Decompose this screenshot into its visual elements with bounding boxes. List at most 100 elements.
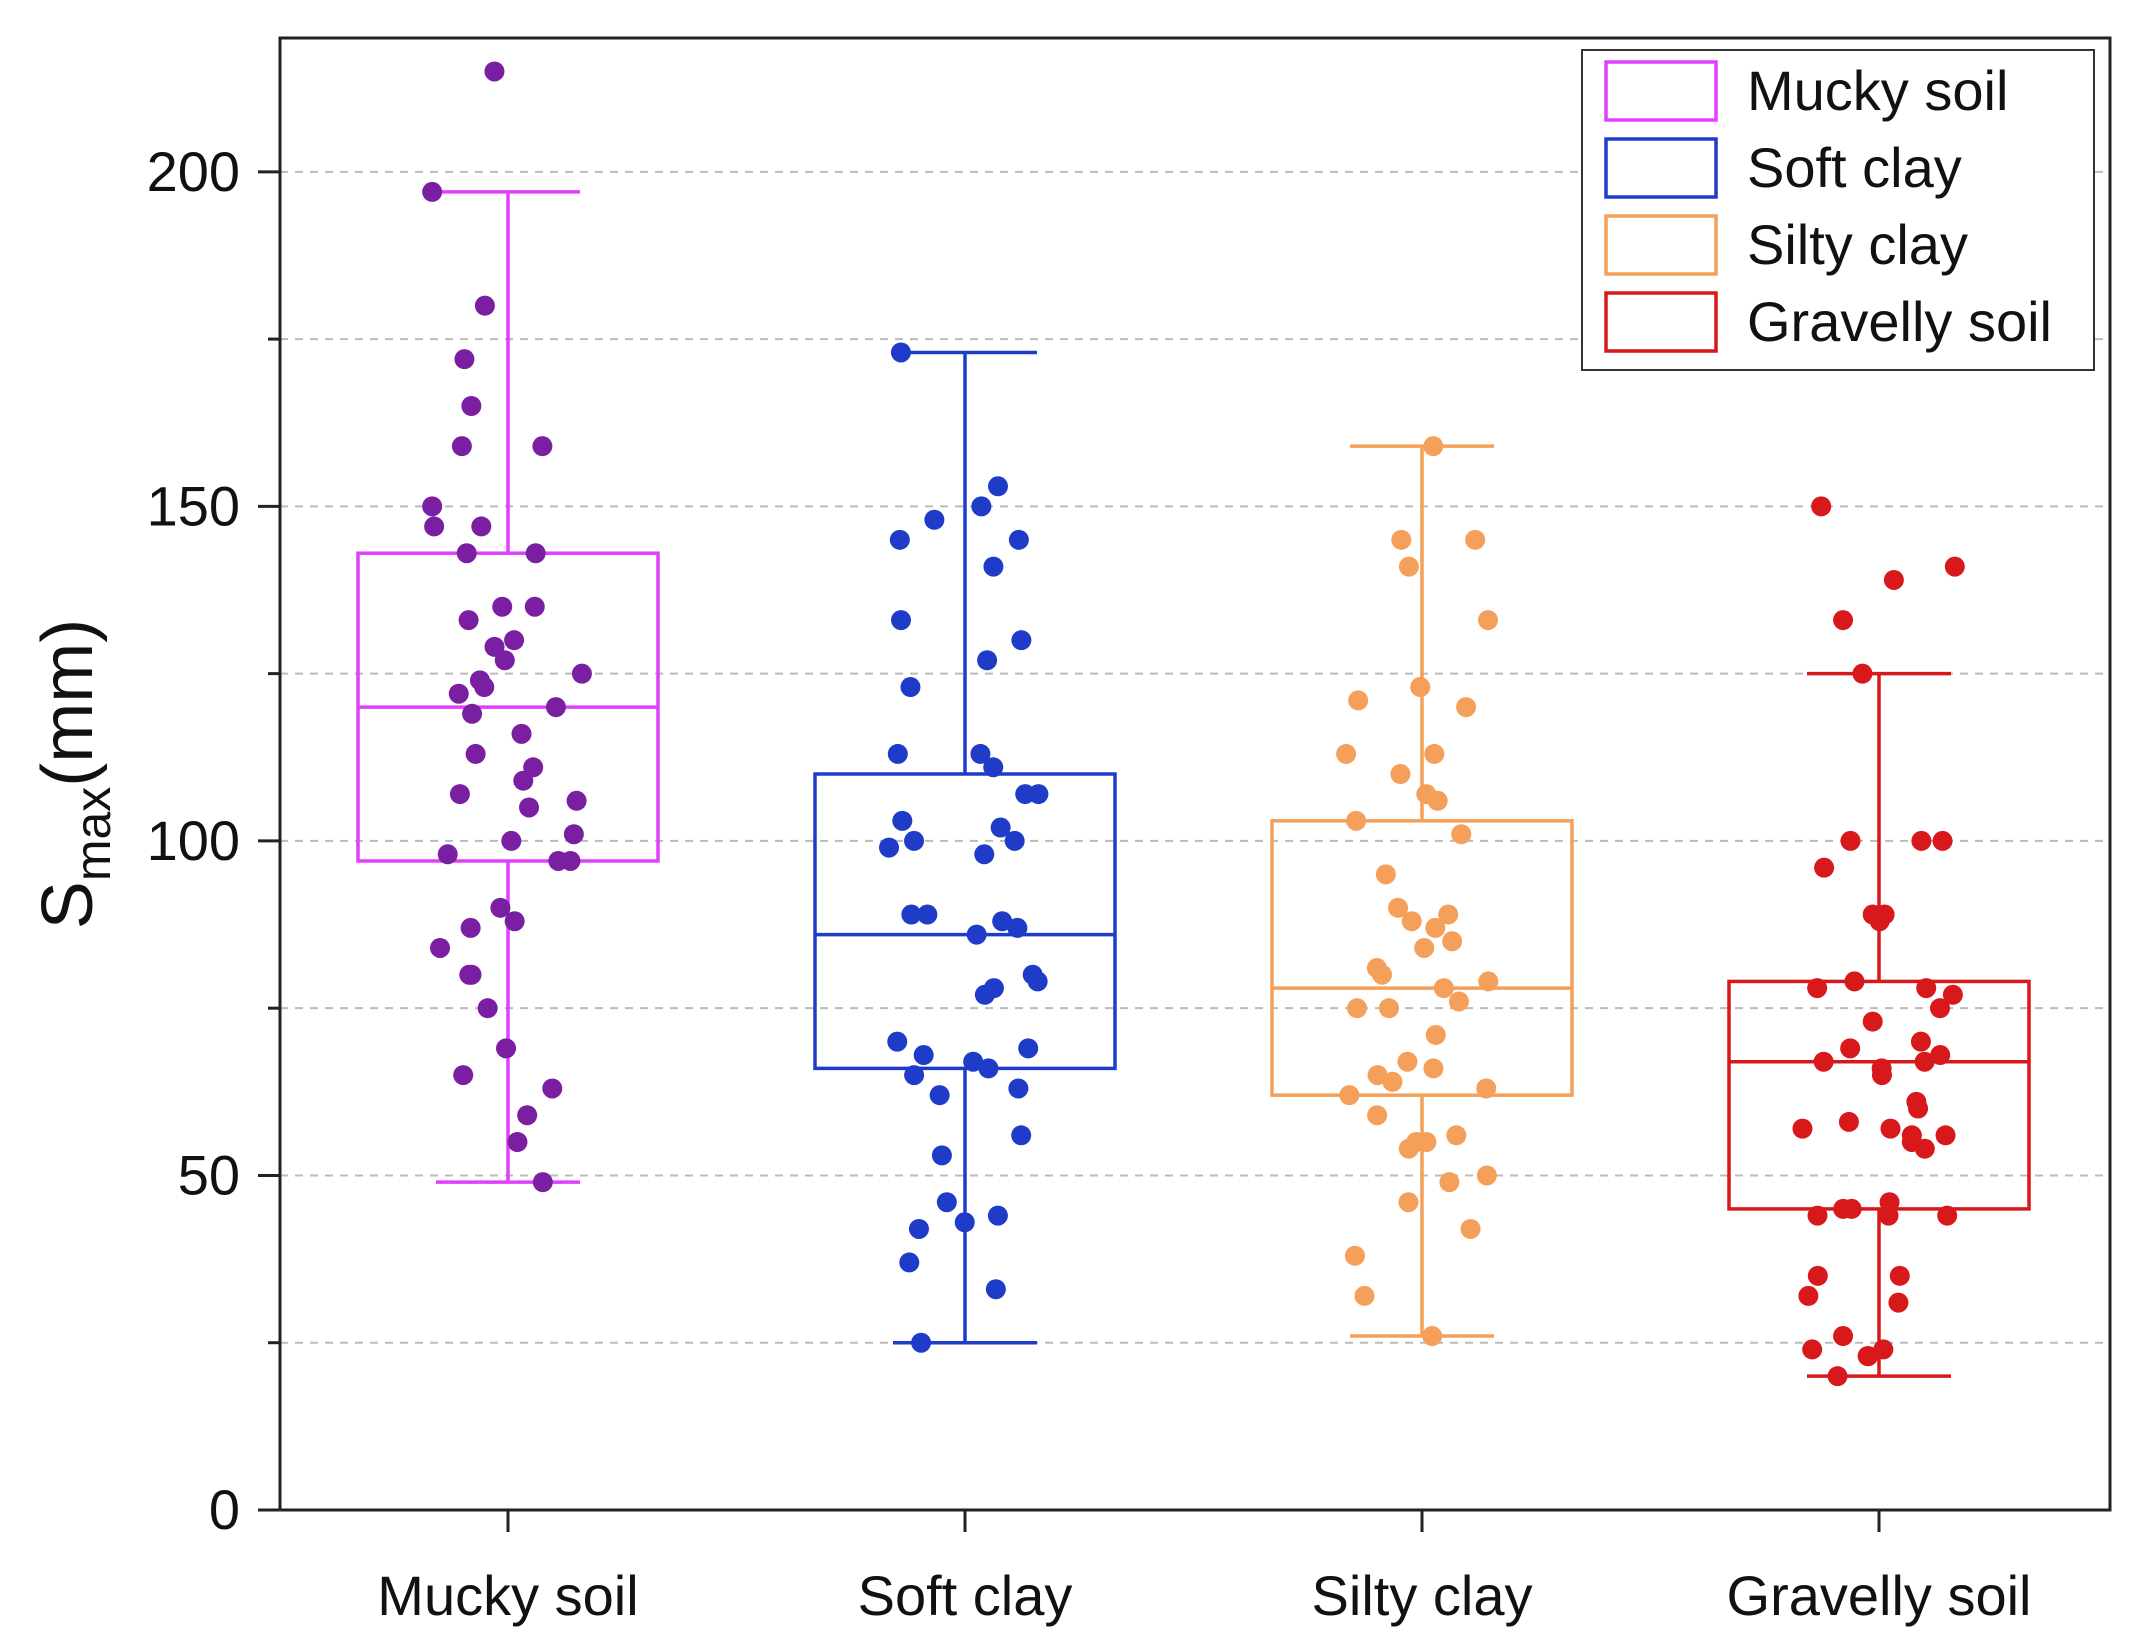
data-point: [545, 697, 566, 718]
data-point: [1398, 1138, 1419, 1159]
data-point: [971, 496, 992, 517]
data-point: [1930, 1045, 1951, 1066]
data-point: [1942, 984, 1963, 1005]
data-points: [422, 61, 1965, 1387]
data-point: [1397, 1051, 1418, 1072]
data-point: [908, 1218, 929, 1239]
data-point: [924, 509, 945, 530]
data-point: [974, 984, 995, 1005]
x-tick-label: Gravelly soil: [1727, 1564, 2032, 1627]
data-point: [1367, 1065, 1388, 1086]
points-gravelly-soil: [1792, 496, 1965, 1387]
data-point: [1857, 1346, 1878, 1367]
data-point: [1451, 824, 1472, 845]
data-point: [1433, 978, 1454, 999]
data-point: [1910, 1031, 1931, 1052]
x-tick-label: Mucky soil: [377, 1564, 638, 1627]
data-point: [1852, 663, 1873, 684]
data-point: [1932, 830, 1953, 851]
data-point: [1930, 998, 1951, 1019]
data-point: [1460, 1218, 1481, 1239]
data-point: [1336, 743, 1357, 764]
data-point: [983, 556, 1004, 577]
data-point: [459, 964, 480, 985]
data-point: [1827, 1366, 1848, 1387]
data-point: [1813, 1051, 1834, 1072]
data-point: [1833, 1326, 1854, 1347]
data-point: [1354, 1285, 1375, 1306]
data-point: [471, 516, 492, 537]
data-point: [936, 1192, 957, 1213]
data-point: [1916, 978, 1937, 999]
legend-swatch: [1604, 291, 1718, 353]
data-point: [1937, 1205, 1958, 1226]
data-point: [1011, 1125, 1032, 1146]
data-point: [511, 723, 532, 744]
data-point: [571, 663, 592, 684]
data-point: [1873, 1339, 1894, 1360]
data-point: [1388, 897, 1409, 918]
data-point: [517, 1105, 538, 1126]
data-point: [879, 837, 900, 858]
data-point: [1347, 998, 1368, 1019]
data-point: [1935, 1125, 1956, 1146]
box-soft-clay: [813, 350, 1117, 1345]
data-point: [1871, 1065, 1892, 1086]
data-point: [1807, 978, 1828, 999]
data-point: [494, 650, 515, 671]
data-point: [1802, 1339, 1823, 1360]
data-point: [1424, 743, 1445, 764]
data-point: [892, 810, 913, 831]
data-point: [1008, 1078, 1029, 1099]
data-point: [1478, 971, 1499, 992]
legend-label: Mucky soil: [1747, 59, 2008, 122]
data-point: [1841, 1198, 1862, 1219]
data-point: [985, 1279, 1006, 1300]
data-point: [501, 830, 522, 851]
legend-swatch: [1604, 137, 1718, 199]
data-point: [1378, 998, 1399, 1019]
data-point: [524, 596, 545, 617]
y-tick-label: 150: [147, 474, 240, 537]
data-point: [465, 743, 486, 764]
legend-label: Gravelly soil: [1747, 290, 2052, 353]
data-point: [490, 897, 511, 918]
data-point: [970, 743, 991, 764]
data-point: [977, 650, 998, 671]
data-point: [1007, 917, 1028, 938]
data-point: [1833, 610, 1854, 631]
data-point: [453, 1065, 474, 1086]
data-point: [474, 295, 495, 316]
y-tick-label: 200: [147, 140, 240, 203]
data-point: [1375, 864, 1396, 885]
legend-swatch: [1604, 214, 1718, 276]
data-point: [1844, 971, 1865, 992]
data-point: [504, 911, 525, 932]
data-point: [911, 1332, 932, 1353]
data-point: [990, 817, 1011, 838]
data-point: [1401, 911, 1422, 932]
data-point: [456, 543, 477, 564]
data-point: [1838, 1111, 1859, 1132]
y-tick-label: 0: [209, 1478, 240, 1541]
data-point: [1446, 1125, 1467, 1146]
data-point: [548, 850, 569, 871]
data-point: [987, 1205, 1008, 1226]
data-point: [1869, 911, 1890, 932]
axes: 0 50 100 150 200 Mucky soil Soft clay Silty cla…: [147, 140, 2032, 1627]
box-plots: [356, 190, 2031, 1378]
data-point: [566, 790, 587, 811]
data-point: [974, 844, 995, 865]
data-point: [1011, 630, 1032, 651]
data-point: [507, 1132, 528, 1152]
data-point: [484, 61, 505, 82]
data-point: [460, 917, 481, 938]
data-point: [437, 844, 458, 865]
data-point: [904, 1065, 925, 1086]
y-axis-title-subscript: max: [65, 787, 121, 881]
points-mucky-soil: [422, 61, 592, 1193]
data-point: [963, 1051, 984, 1072]
data-point: [983, 757, 1004, 778]
points-silty-clay: [1336, 436, 1499, 1347]
data-point: [519, 797, 540, 818]
